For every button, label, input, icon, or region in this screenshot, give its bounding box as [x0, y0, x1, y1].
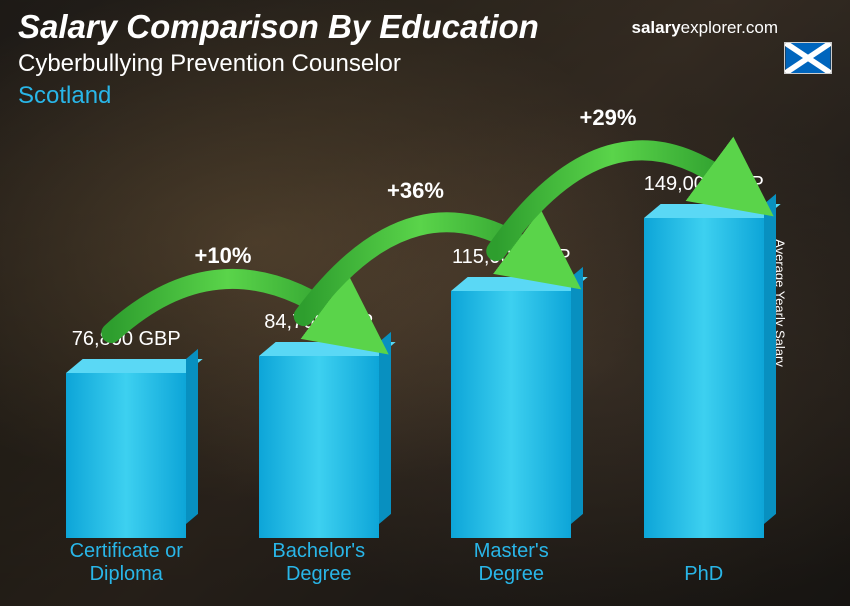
- brand-logo: salaryexplorer.com: [632, 18, 779, 38]
- increase-arc: [30, 130, 800, 586]
- scotland-flag-icon: [784, 42, 832, 74]
- brand-bold: salary: [632, 18, 681, 37]
- infographic-content: Salary Comparison By Education Cyberbull…: [0, 0, 850, 606]
- chart-region: Scotland: [18, 82, 111, 110]
- chart-title: Salary Comparison By Education: [18, 8, 539, 46]
- bar-chart: 76,800 GBPCertificate orDiploma84,700 GB…: [30, 130, 800, 586]
- chart-subtitle: Cyberbullying Prevention Counselor: [18, 50, 401, 78]
- brand-suffix: .com: [741, 18, 778, 37]
- brand-light: explorer: [681, 18, 741, 37]
- increase-percent-label: +29%: [580, 105, 637, 131]
